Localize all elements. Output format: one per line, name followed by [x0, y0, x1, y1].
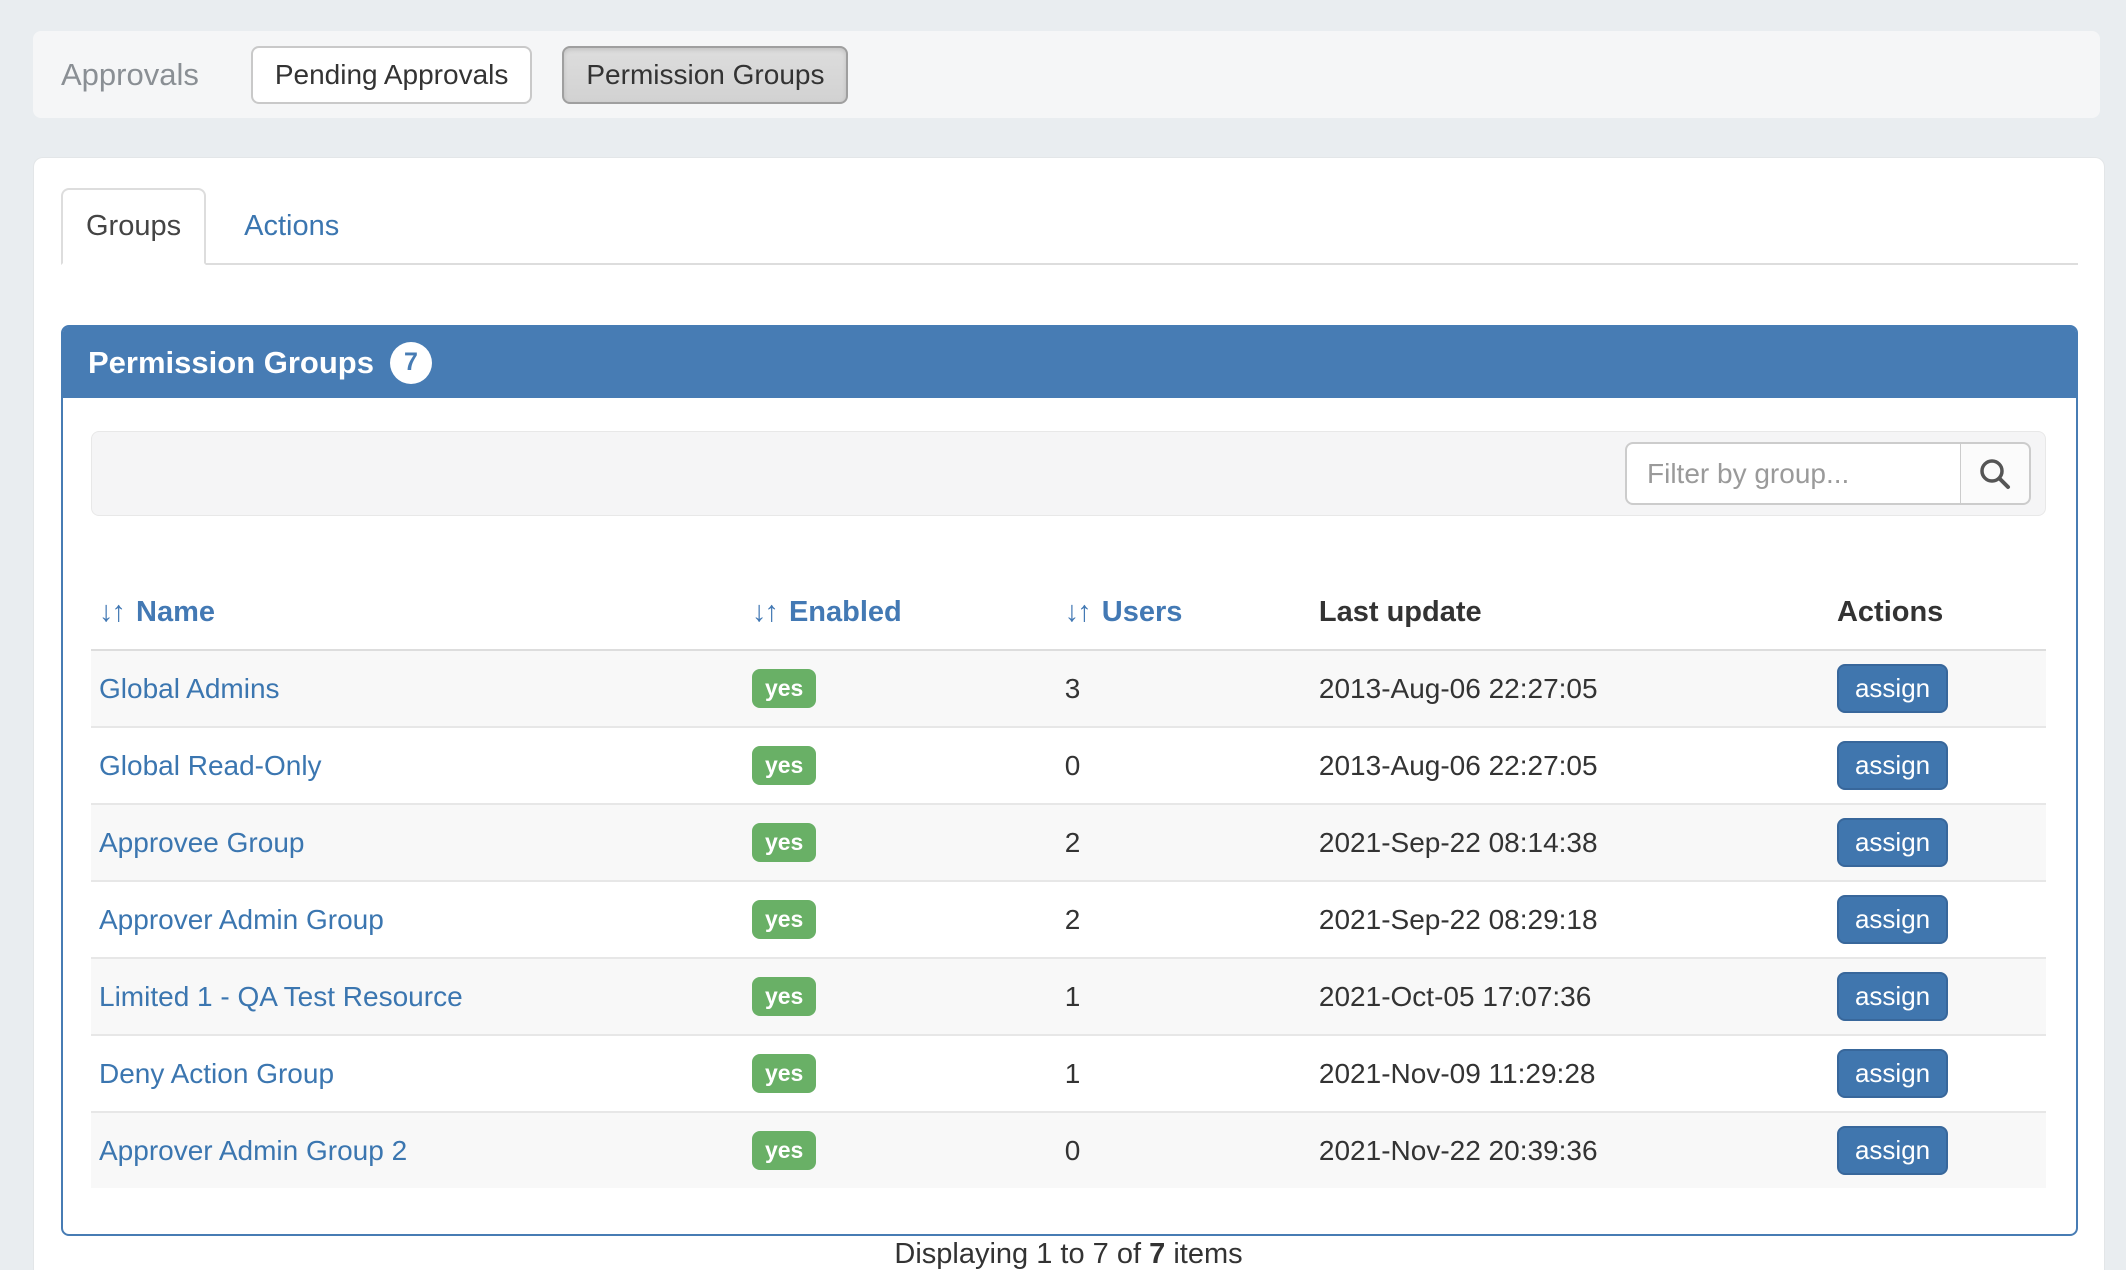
- users-count: 3: [1064, 672, 1081, 704]
- table-row: Global Admins yes 3 2013-Aug-06 22:27:05…: [91, 650, 2046, 727]
- column-label: Users: [1101, 596, 1183, 628]
- enabled-badge: yes: [751, 823, 817, 862]
- pagination-total: 7: [1149, 1238, 1166, 1270]
- enabled-badge: yes: [751, 1054, 817, 1093]
- page-title: Approvals: [61, 56, 199, 92]
- group-name-link[interactable]: Deny Action Group: [99, 1057, 335, 1089]
- last-update: 2021-Sep-22 08:14:38: [1310, 803, 1829, 881]
- enabled-badge: yes: [751, 900, 817, 939]
- table-row: Deny Action Group yes 1 2021-Nov-09 11:2…: [91, 1034, 2046, 1112]
- users-count: 2: [1056, 803, 1311, 881]
- table-row: Approvee Group yes 2 2021-Sep-22 08:14:3…: [91, 803, 2046, 881]
- panel-title: Permission Groups: [88, 344, 374, 380]
- last-update: 2021-Sep-22 08:29:18: [1310, 880, 1829, 958]
- table-toolbar: [91, 431, 2046, 516]
- users-count: 1: [1056, 957, 1311, 1035]
- sort-icon: ↓↑: [751, 596, 779, 628]
- filter-group: [1625, 442, 2031, 505]
- group-name-link[interactable]: Limited 1 - QA Test Resource: [99, 980, 463, 1012]
- table-row: Approver Admin Group 2 yes 0 2021-Nov-22…: [91, 1111, 2046, 1188]
- sort-icon: ↓↑: [99, 596, 126, 628]
- permission-groups-button[interactable]: Permission Groups: [562, 45, 849, 104]
- column-header-last-update: Last update: [1310, 576, 1829, 651]
- tab-bar: Groups Actions: [61, 188, 2078, 265]
- last-update: 2021-Nov-22 20:39:36: [1310, 1111, 1829, 1188]
- panel-body: ↓↑ Name ↓↑ Enabled ↓↑ Users Last update: [63, 398, 2076, 1270]
- pagination-prefix: Displaying 1 to 7 of: [894, 1238, 1142, 1270]
- table-header-row: ↓↑ Name ↓↑ Enabled ↓↑ Users Last update: [91, 576, 2046, 651]
- assign-button[interactable]: assign: [1836, 972, 1949, 1021]
- enabled-badge: yes: [751, 746, 817, 785]
- column-label: Name: [136, 596, 215, 628]
- permission-groups-table: ↓↑ Name ↓↑ Enabled ↓↑ Users Last update: [91, 576, 2046, 1188]
- last-update: 2013-Aug-06 22:27:05: [1310, 726, 1829, 804]
- last-update: 2021-Nov-09 11:29:28: [1310, 1034, 1829, 1112]
- pending-approvals-button[interactable]: Pending Approvals: [250, 45, 533, 104]
- column-header-actions: Actions: [1828, 576, 2046, 651]
- content-card: Groups Actions Permission Groups 7: [33, 157, 2105, 1270]
- users-count: 0: [1056, 726, 1311, 804]
- tab-groups[interactable]: Groups: [61, 188, 207, 265]
- tab-actions[interactable]: Actions: [244, 210, 340, 242]
- assign-button[interactable]: assign: [1836, 895, 1949, 944]
- column-header-users[interactable]: ↓↑ Users: [1056, 576, 1311, 651]
- group-name-link[interactable]: Global Admins: [99, 672, 280, 704]
- assign-button[interactable]: assign: [1836, 1126, 1949, 1175]
- column-label: Actions: [1836, 596, 1944, 628]
- last-update: 2021-Oct-05 17:07:36: [1310, 957, 1829, 1035]
- assign-button[interactable]: assign: [1836, 1049, 1949, 1098]
- enabled-badge: yes: [751, 977, 817, 1016]
- table-row: Limited 1 - QA Test Resource yes 1 2021-…: [91, 957, 2046, 1035]
- permission-groups-panel: Permission Groups 7: [61, 325, 2078, 1270]
- column-header-name[interactable]: ↓↑ Name: [91, 576, 744, 651]
- assign-button[interactable]: assign: [1836, 741, 1949, 790]
- users-count: 0: [1056, 1111, 1311, 1188]
- assign-button[interactable]: assign: [1836, 664, 1949, 713]
- pagination-suffix: items: [1173, 1238, 1243, 1270]
- group-name-link[interactable]: Global Read-Only: [99, 749, 322, 781]
- enabled-badge: yes: [751, 669, 817, 708]
- assign-button[interactable]: assign: [1836, 818, 1949, 867]
- column-header-enabled[interactable]: ↓↑ Enabled: [743, 576, 1057, 651]
- sort-icon: ↓↑: [1064, 596, 1092, 628]
- panel-header: Permission Groups 7: [63, 327, 2076, 398]
- enabled-badge: yes: [751, 1131, 817, 1170]
- filter-input[interactable]: [1625, 442, 1961, 505]
- column-label: Last update: [1318, 596, 1482, 628]
- pagination-summary: Displaying 1 to 7 of 7 items: [91, 1238, 2046, 1270]
- users-count: 1: [1056, 1034, 1311, 1112]
- count-badge: 7: [389, 341, 432, 384]
- table-row: Global Read-Only yes 0 2013-Aug-06 22:27…: [91, 726, 2046, 804]
- group-name-link[interactable]: Approver Admin Group: [99, 903, 384, 935]
- table-row: Approver Admin Group yes 2 2021-Sep-22 0…: [91, 880, 2046, 958]
- column-label: Enabled: [788, 596, 902, 628]
- page-header: Approvals Pending Approvals Permission G…: [33, 31, 2100, 118]
- last-update: 2013-Aug-06 22:27:05: [1318, 672, 1598, 704]
- users-count: 2: [1056, 880, 1311, 958]
- group-name-link[interactable]: Approver Admin Group 2: [99, 1134, 408, 1166]
- search-icon: [1980, 458, 2010, 489]
- search-button[interactable]: [1961, 442, 2031, 505]
- group-name-link[interactable]: Approvee Group: [99, 826, 305, 858]
